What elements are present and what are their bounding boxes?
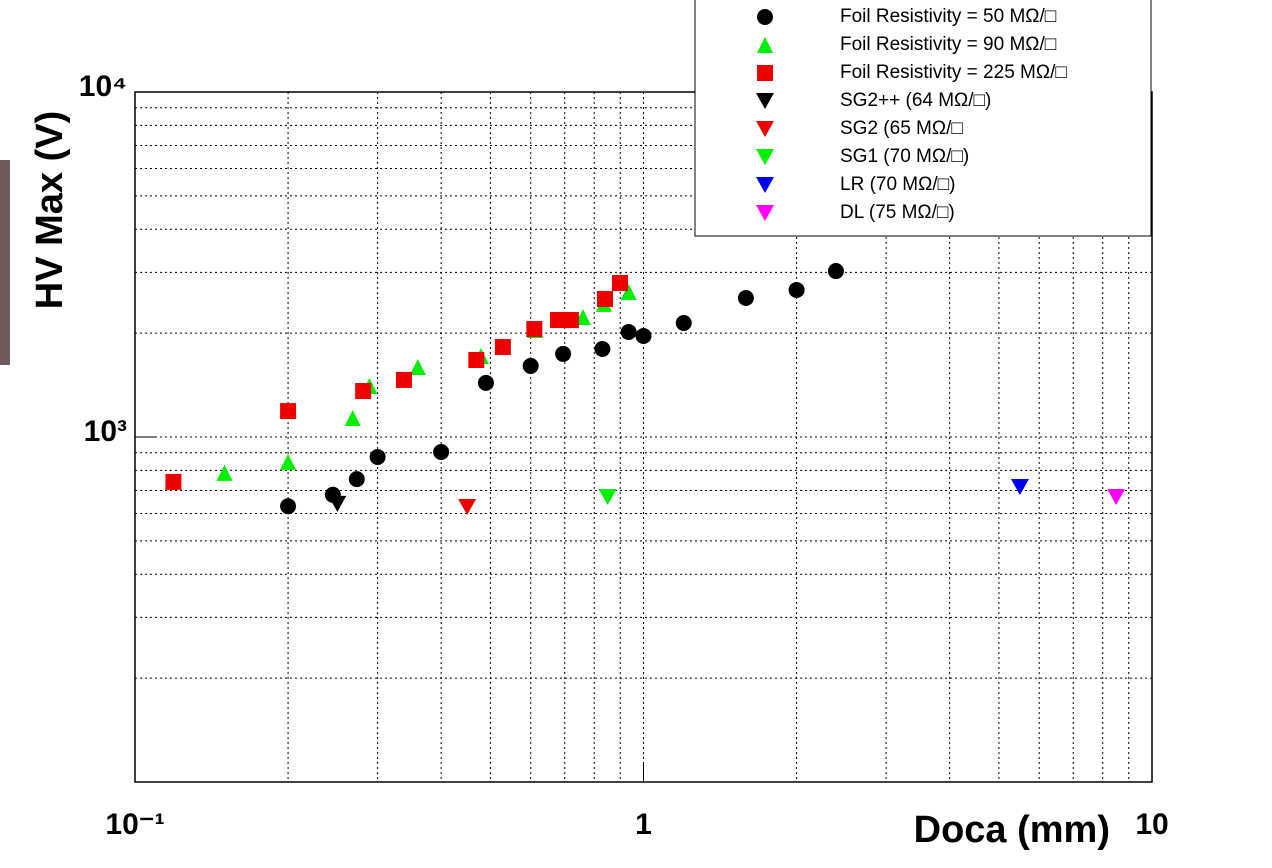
point [216, 464, 233, 481]
point [635, 327, 652, 344]
legend-label: LR (70 MΩ/□) [840, 174, 955, 195]
legend: Foil Resistivity = 50 MΩ/□ Foil Resistivi… [694, 0, 1152, 237]
point [344, 410, 361, 427]
legend-label: Foil Resistivity = 225 MΩ/□ [840, 62, 1067, 83]
legend-marker [757, 9, 773, 25]
point [433, 443, 450, 460]
point [555, 345, 572, 362]
point [1107, 489, 1126, 506]
point [788, 281, 805, 298]
legend-marker [757, 65, 773, 81]
point [827, 263, 844, 280]
y-tick-label: 10³ [84, 415, 127, 448]
x-axis-title: Doca (mm) [914, 809, 1110, 851]
point [596, 290, 613, 307]
point [409, 358, 426, 375]
legend-label: SG2 (65 MΩ/□ [840, 118, 963, 139]
x-tick-label: 10 [1135, 808, 1168, 841]
legend-marker [756, 177, 774, 193]
point [611, 275, 628, 292]
point [280, 453, 297, 470]
point [458, 498, 477, 515]
point [165, 473, 182, 490]
point [395, 371, 412, 388]
point [598, 489, 617, 506]
point [280, 403, 297, 420]
legend-marker [756, 93, 774, 109]
legend-marker [756, 149, 774, 165]
legend-marker [756, 205, 774, 221]
legend-box [694, 0, 1152, 237]
point [594, 341, 611, 358]
point [562, 312, 579, 329]
point [620, 324, 637, 341]
background-photo-edge [0, 160, 10, 365]
point [620, 284, 637, 301]
legend-marker [756, 121, 774, 137]
point [369, 449, 386, 466]
point [328, 495, 347, 512]
legend-label: Foil Resistivity = 50 MΩ/□ [840, 6, 1057, 27]
point [477, 374, 494, 391]
point [355, 383, 372, 400]
point [737, 289, 754, 306]
legend-label: DL (75 MΩ/□) [840, 202, 955, 223]
y-tick-label: 10⁴ [79, 70, 127, 103]
point [675, 315, 692, 332]
point [280, 498, 297, 515]
x-tick-label: 10⁻¹ [105, 808, 164, 841]
point [550, 312, 567, 329]
point [468, 351, 485, 368]
point [526, 321, 543, 338]
legend-label: SG1 (70 MΩ/□) [840, 146, 969, 167]
point [1010, 479, 1029, 496]
point [494, 339, 511, 356]
legend-marker [757, 37, 773, 53]
legend-label: Foil Resistivity = 90 MΩ/□ [840, 34, 1057, 55]
legend-label: SG2++ (64 MΩ/□) [840, 90, 991, 111]
point [522, 357, 539, 374]
x-tick-label: 1 [635, 808, 652, 841]
y-axis-title: HV Max (V) [29, 111, 71, 309]
point [348, 471, 365, 488]
